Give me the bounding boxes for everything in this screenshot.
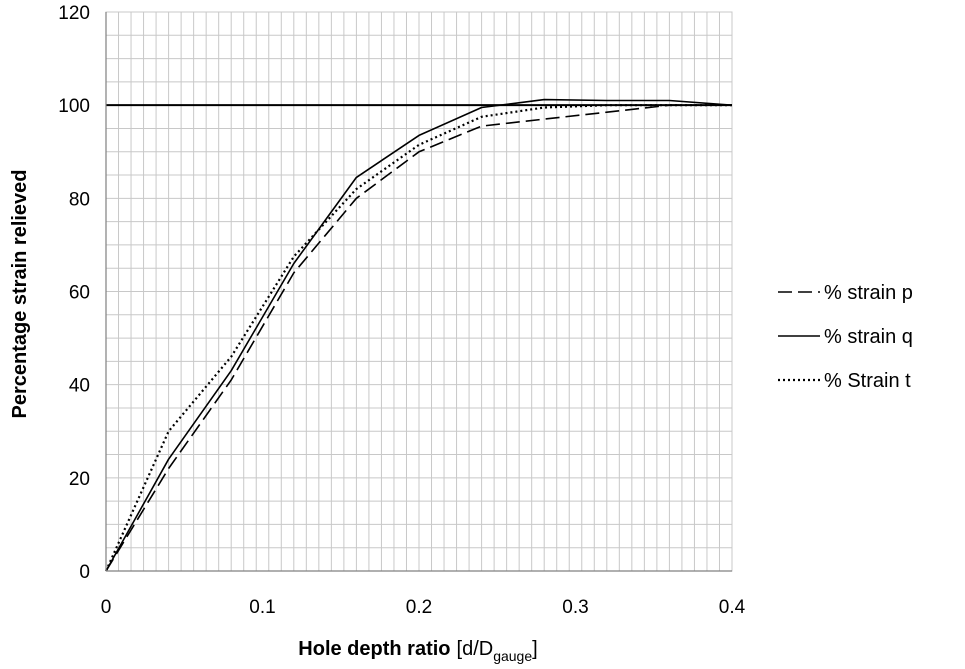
- series-line-2: [105, 98, 733, 572]
- series-lines: [104, 98, 733, 572]
- y-tick-label: 80: [69, 189, 90, 210]
- y-axis-title: Percentage strain relieved: [9, 169, 31, 418]
- y-tick-label: 60: [69, 283, 90, 304]
- y-tick-label: 0: [79, 562, 90, 583]
- x-tick-label: 0.2: [406, 597, 432, 618]
- series-line-1: [105, 104, 732, 572]
- y-tick-label: 120: [58, 3, 90, 24]
- x-tick-label: 0: [101, 597, 112, 618]
- axes: [105, 12, 732, 572]
- y-tick-labels: 0 20 40 60 80 100 120: [58, 3, 90, 583]
- x-axis-title-unit: [d/D: [457, 638, 494, 660]
- y-tick-label: 40: [69, 376, 90, 397]
- legend-label-2: % strain q: [824, 326, 913, 348]
- gridlines: [105, 11, 733, 572]
- legend-label-1: % strain p: [824, 282, 913, 304]
- legend-label-3: % Strain t: [824, 370, 911, 392]
- x-axis-title-subscript: gauge: [493, 648, 532, 664]
- x-axis-title-main: Hole depth ratio: [298, 638, 450, 660]
- y-tick-label: 20: [69, 469, 90, 490]
- y-tick-label: 100: [58, 96, 90, 117]
- x-tick-label: 0.3: [562, 597, 588, 618]
- x-tick-label: 0.4: [719, 597, 746, 618]
- x-axis-title: Hole depth ratio [d/Dgauge]: [298, 638, 537, 664]
- x-axis-title-close: ]: [532, 638, 538, 660]
- x-tick-label: 0.1: [249, 597, 275, 618]
- x-tick-labels: 0 0.1 0.2 0.3 0.4: [101, 597, 746, 618]
- legend: % strain p % strain q % Strain t: [778, 282, 913, 392]
